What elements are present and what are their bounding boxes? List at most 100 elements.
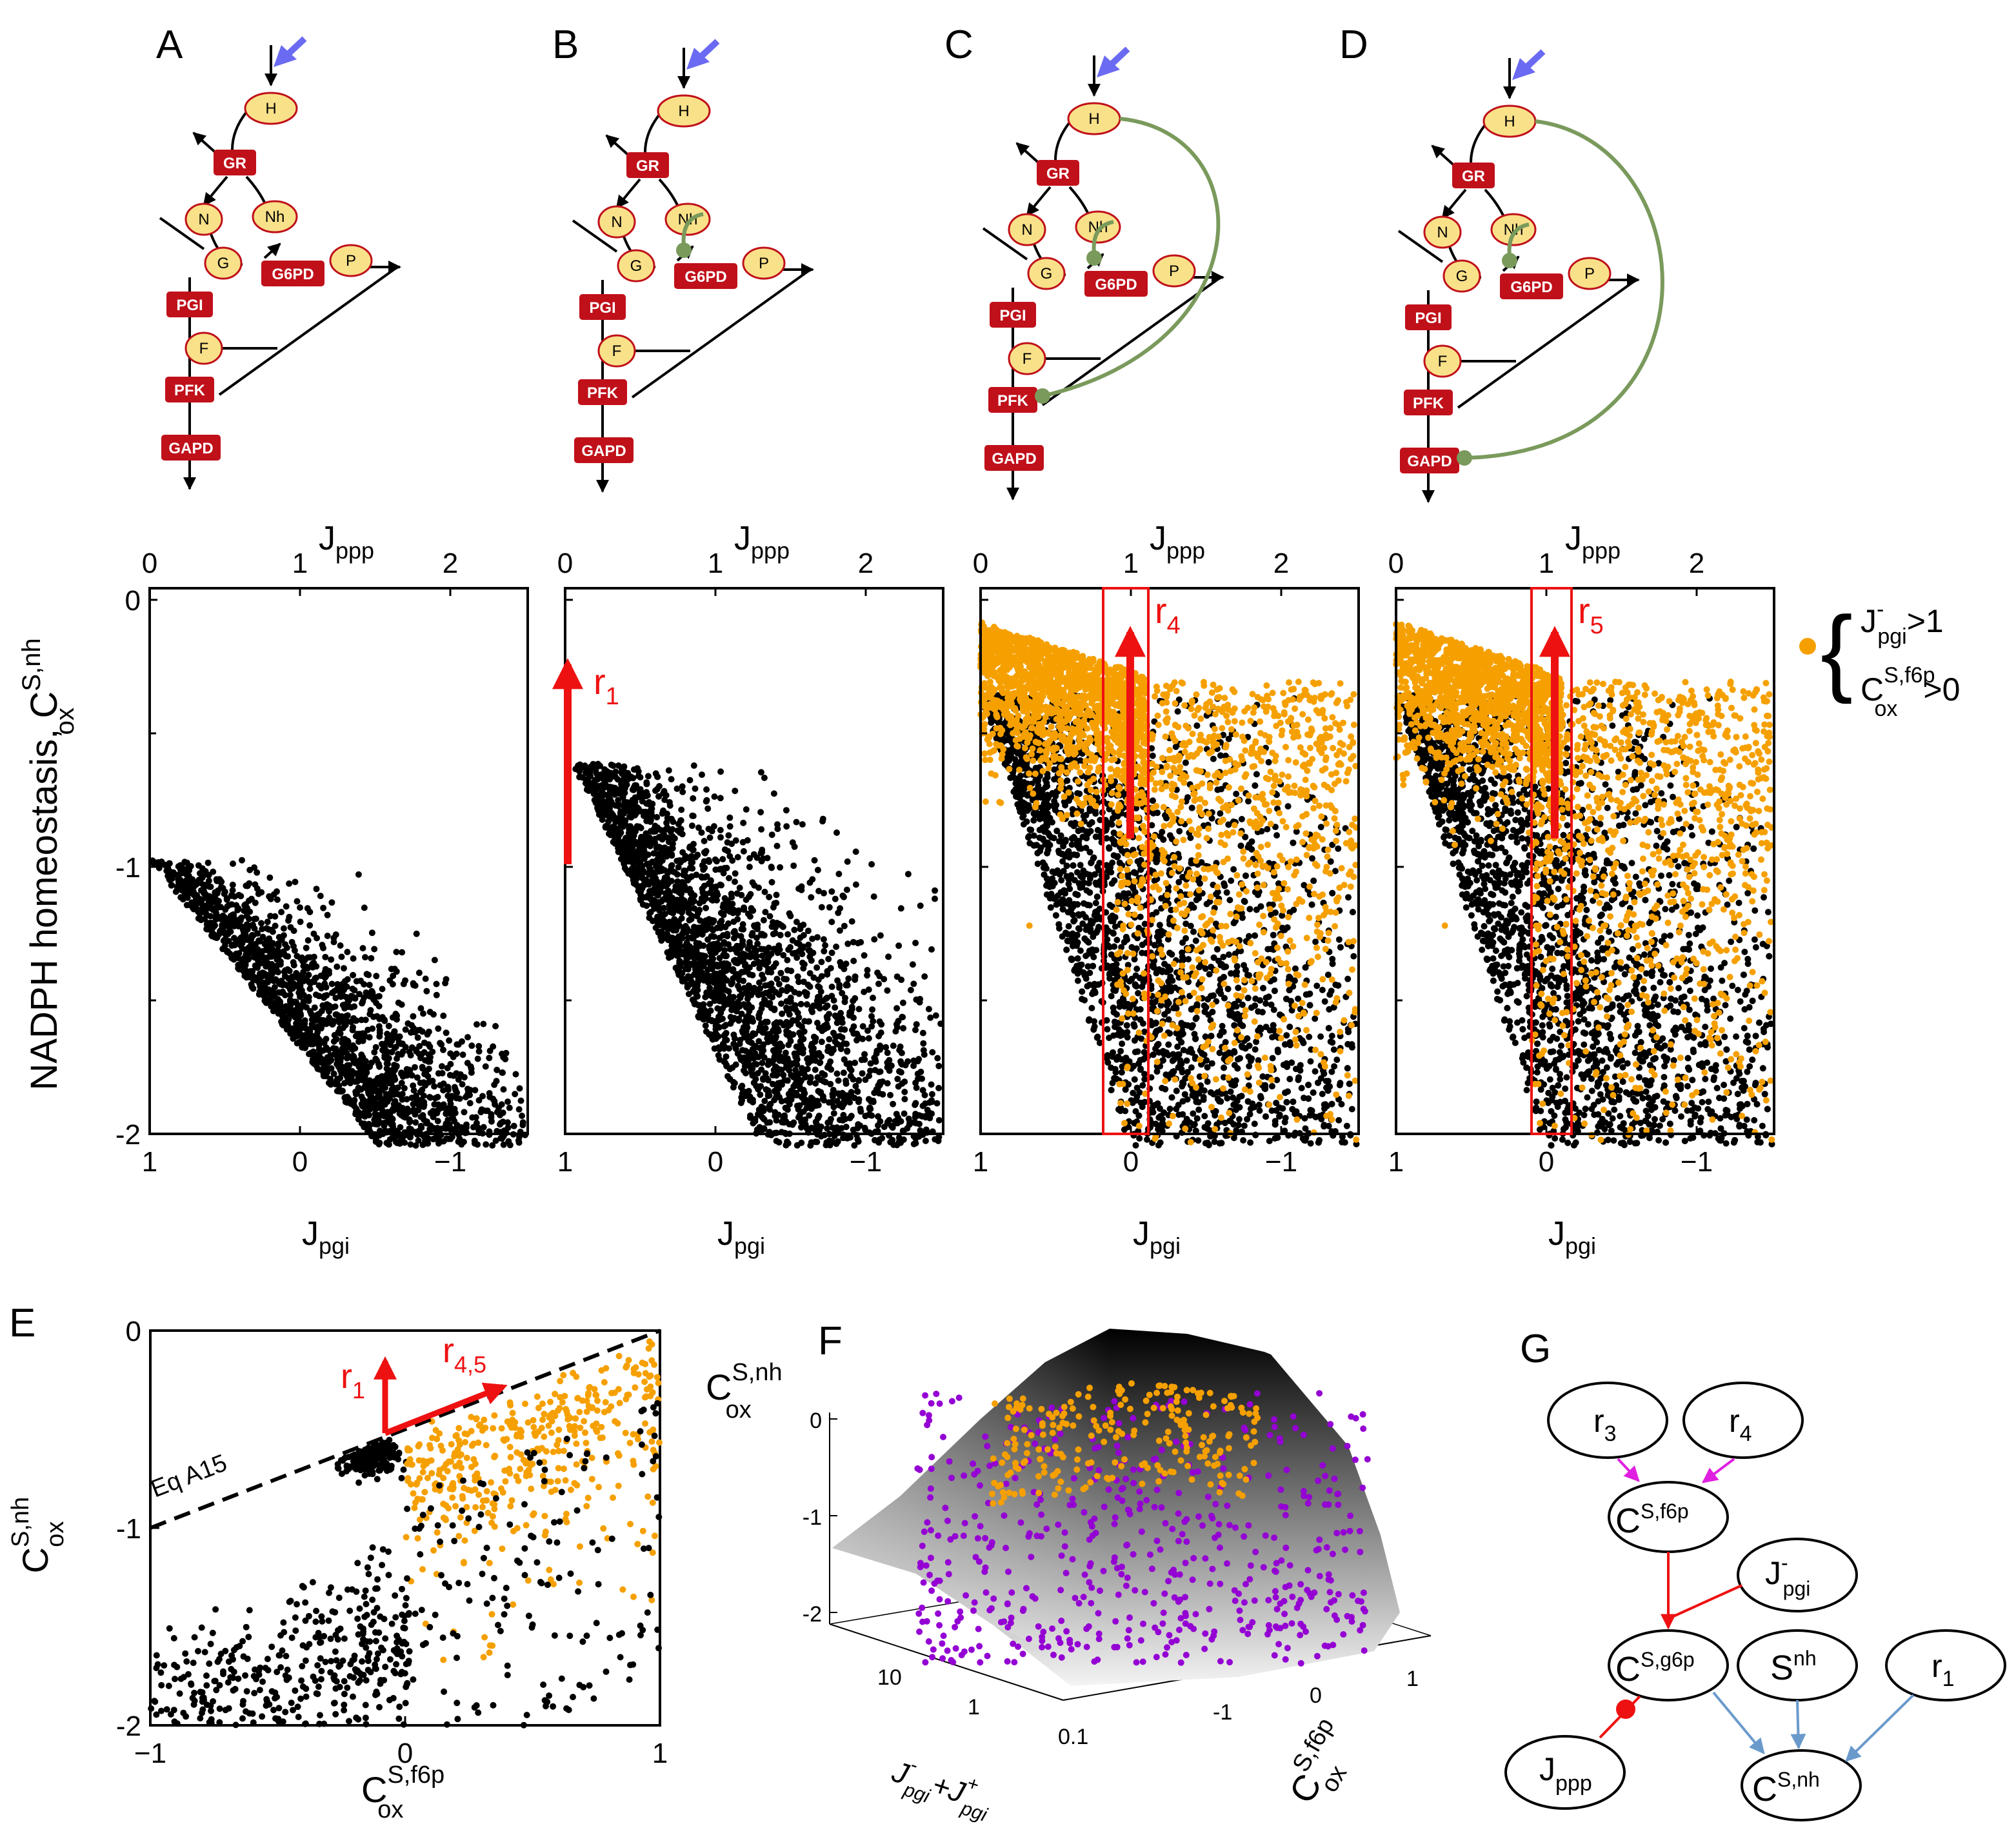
data-point — [895, 1018, 902, 1025]
data-point — [740, 848, 747, 855]
data-point — [359, 945, 366, 952]
data-point — [779, 1010, 786, 1017]
data-point — [592, 786, 599, 793]
data-point — [746, 1054, 753, 1061]
data-point — [672, 964, 679, 971]
scatter-b-points — [572, 760, 944, 1149]
data-point — [242, 901, 249, 908]
data-point — [205, 859, 212, 866]
data-point — [721, 1058, 728, 1065]
data-point — [652, 890, 659, 897]
data-point — [439, 1063, 445, 1070]
data-point — [689, 859, 696, 866]
data-point — [363, 1101, 370, 1108]
data-point — [818, 958, 825, 966]
data-point — [404, 1020, 412, 1027]
data-point — [663, 853, 670, 860]
data-point — [819, 1095, 826, 1102]
node-f — [1423, 344, 1462, 378]
data-point — [715, 1044, 723, 1051]
data-point — [324, 933, 331, 939]
data-point — [587, 782, 594, 789]
data-point — [726, 853, 734, 860]
data-point — [808, 1057, 815, 1064]
data-point — [833, 1041, 841, 1048]
data-point — [723, 977, 730, 984]
data-point — [770, 918, 776, 926]
data-point — [732, 788, 739, 795]
data-point — [679, 788, 686, 795]
data-point — [425, 1028, 432, 1035]
data-point — [772, 989, 779, 996]
enzyme-pgi-label: PGI — [589, 299, 615, 317]
data-point — [272, 922, 279, 929]
data-point — [916, 1120, 923, 1127]
node-p — [1152, 254, 1196, 288]
data-point — [811, 857, 818, 864]
data-point — [722, 1036, 729, 1043]
data-point — [339, 991, 346, 998]
data-point — [293, 1020, 299, 1027]
data-point — [914, 1071, 921, 1077]
data-point — [365, 1089, 372, 1096]
data-point — [705, 880, 712, 887]
data-point — [400, 1113, 406, 1120]
data-point — [762, 909, 769, 916]
data-point — [824, 1015, 831, 1022]
data-point — [774, 821, 781, 828]
enzyme-pfk — [1404, 390, 1453, 415]
data-point — [398, 1070, 405, 1077]
data-point — [709, 917, 716, 924]
data-point — [749, 1096, 756, 1104]
data-point — [311, 1004, 318, 1011]
data-point — [297, 904, 303, 911]
data-point — [372, 1115, 379, 1122]
data-point — [678, 806, 685, 813]
data-point — [870, 995, 876, 1002]
data-point — [821, 889, 827, 897]
data-point — [928, 946, 935, 953]
data-point — [649, 858, 656, 866]
data-point — [277, 1001, 284, 1008]
data-point — [661, 788, 668, 795]
data-point — [721, 846, 728, 853]
data-point — [388, 1032, 395, 1039]
data-point — [869, 1006, 876, 1013]
data-point — [928, 1091, 935, 1098]
data-point — [755, 1085, 762, 1092]
data-point — [235, 950, 243, 957]
enzyme-gapd — [161, 435, 221, 461]
data-point — [155, 864, 163, 871]
data-point — [491, 1098, 498, 1105]
data-point — [772, 1040, 779, 1047]
data-point — [708, 828, 715, 835]
data-point — [197, 896, 204, 903]
data-point — [657, 933, 664, 940]
data-point — [230, 956, 237, 963]
data-point — [286, 1004, 294, 1011]
data-point — [679, 907, 686, 914]
data-point — [321, 1063, 328, 1070]
scatter-a-points — [149, 857, 528, 1149]
data-point — [739, 838, 746, 846]
data-point — [357, 1086, 364, 1093]
data-point — [669, 826, 676, 833]
data-point — [925, 1006, 932, 1013]
data-point — [738, 926, 745, 933]
node-p-label: P — [346, 252, 356, 270]
data-point — [399, 949, 406, 956]
data-point — [766, 1119, 773, 1126]
data-point — [859, 1035, 866, 1042]
data-point — [797, 1086, 804, 1093]
data-point — [741, 1058, 748, 1066]
node-h — [244, 92, 298, 125]
data-point — [475, 1048, 483, 1055]
data-point — [343, 1017, 349, 1024]
data-point — [814, 1074, 821, 1081]
data-point — [809, 876, 816, 883]
data-point — [433, 980, 440, 987]
data-point — [343, 1013, 350, 1020]
node-p — [742, 246, 786, 280]
data-point — [790, 1083, 797, 1090]
data-point — [292, 878, 299, 886]
